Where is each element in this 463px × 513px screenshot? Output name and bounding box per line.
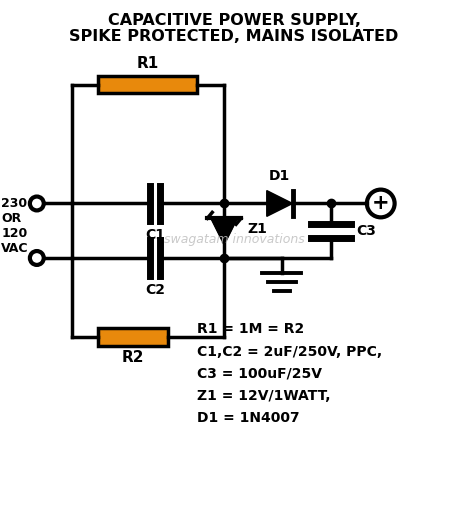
Text: D1: D1 [269, 169, 290, 183]
Text: 230
OR
120
VAC: 230 OR 120 VAC [1, 197, 29, 255]
Text: Z1: Z1 [246, 222, 266, 236]
Polygon shape [211, 219, 237, 244]
Polygon shape [266, 191, 292, 216]
Text: SPIKE PROTECTED, MAINS ISOLATED: SPIKE PROTECTED, MAINS ISOLATED [69, 29, 398, 45]
Text: R2: R2 [121, 350, 144, 365]
Text: swagatam innovations: swagatam innovations [163, 233, 304, 246]
FancyBboxPatch shape [98, 328, 167, 346]
Text: +: + [371, 193, 389, 213]
Text: CAPACITIVE POWER SUPPLY,: CAPACITIVE POWER SUPPLY, [107, 13, 360, 28]
Text: C3: C3 [355, 224, 375, 238]
Text: C1: C1 [144, 228, 164, 242]
Text: R1 = 1M = R2
C1,C2 = 2uF/250V, PPC,
C3 = 100uF/25V
Z1 = 12V/1WATT,
D1 = 1N4007: R1 = 1M = R2 C1,C2 = 2uF/250V, PPC, C3 =… [197, 323, 382, 425]
Text: R1: R1 [137, 56, 159, 71]
FancyBboxPatch shape [98, 75, 197, 93]
Text: C2: C2 [144, 283, 164, 297]
